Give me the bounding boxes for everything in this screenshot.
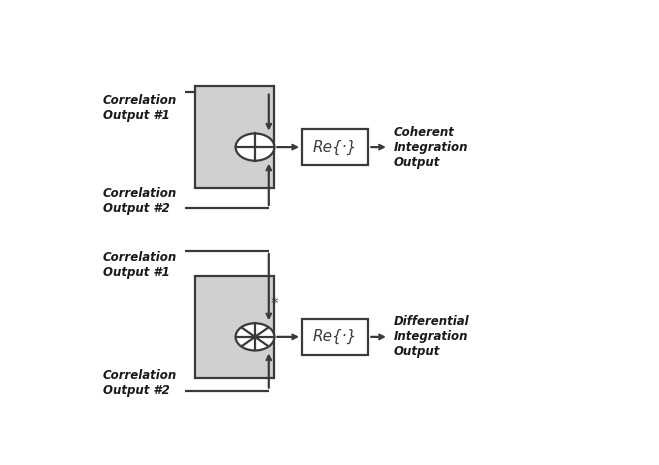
Text: Correlation
Output #2: Correlation Output #2 — [103, 187, 177, 215]
Text: Coherent
Integration
Output: Coherent Integration Output — [394, 126, 469, 169]
Text: *: * — [270, 297, 277, 312]
Text: Correlation
Output #1: Correlation Output #1 — [103, 94, 177, 122]
Bar — [195, 276, 274, 378]
Text: Differential
Integration
Output: Differential Integration Output — [394, 315, 470, 359]
Text: Re{·}: Re{·} — [313, 140, 357, 155]
Circle shape — [236, 133, 274, 161]
Text: Correlation
Output #1: Correlation Output #1 — [103, 251, 177, 279]
Bar — [195, 86, 274, 188]
Circle shape — [236, 323, 274, 351]
Text: Correlation
Output #2: Correlation Output #2 — [103, 369, 177, 398]
Bar — [302, 129, 368, 165]
Text: Re{·}: Re{·} — [313, 329, 357, 345]
Bar — [302, 319, 368, 355]
